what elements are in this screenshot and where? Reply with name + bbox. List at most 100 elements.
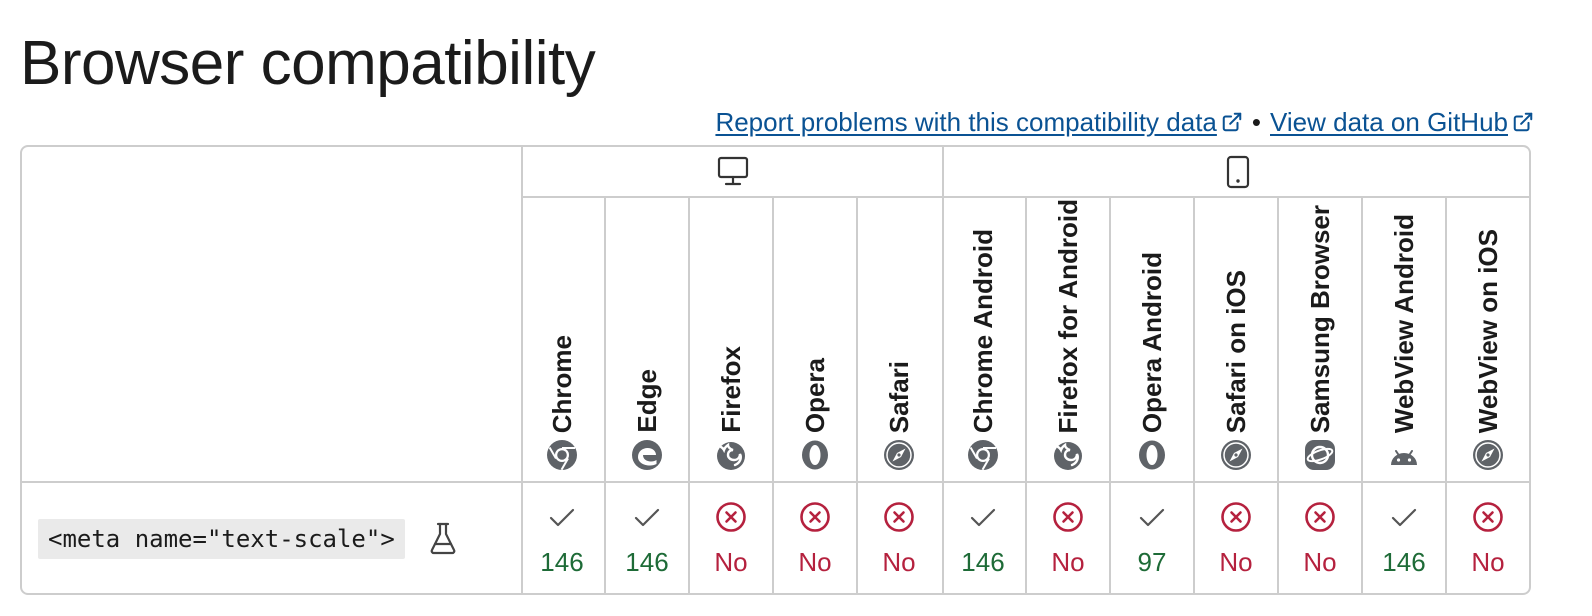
firefox-icon [1052, 439, 1084, 471]
feature-cell: <meta name="text-scale"> [22, 483, 521, 593]
divider [942, 147, 944, 593]
firefox-icon [715, 439, 747, 471]
browser-name: Firefox [716, 346, 746, 433]
browser-name: WebView Android [1389, 213, 1419, 433]
support-cell[interactable]: No [858, 483, 940, 593]
divider [856, 198, 858, 593]
support-value: No [1219, 547, 1253, 577]
divider [604, 198, 606, 593]
divider [1109, 198, 1111, 593]
support-cell[interactable]: No [1447, 483, 1529, 593]
cross-circle-icon [799, 501, 831, 533]
browser-name: Opera [800, 357, 830, 433]
view-on-github-link[interactable]: View data on GitHub [1270, 107, 1534, 137]
report-problems-link[interactable]: Report problems with this compatibility … [715, 107, 1242, 137]
divider [1193, 198, 1195, 593]
support-cell[interactable]: 146 [942, 483, 1024, 593]
safari-icon [883, 439, 915, 471]
support-value: No [798, 547, 832, 577]
external-link-icon [1222, 112, 1242, 132]
support-cell[interactable]: No [1195, 483, 1277, 593]
browser-header-firefox: Firefox [690, 198, 772, 481]
check-icon [1388, 501, 1420, 533]
browser-name: Chrome Android [968, 228, 998, 433]
support-value: 146 [540, 547, 584, 577]
feature-code[interactable]: <meta name="text-scale"> [38, 519, 405, 559]
samsung-internet-icon [1304, 439, 1336, 471]
browser-header-firefox-for-android: Firefox for Android [1027, 198, 1109, 481]
browser-header-samsung-browser: Samsung Browser [1279, 198, 1361, 481]
divider [521, 196, 1529, 198]
compat-table: Chrome Edge Firefox Opera Safari Chrome Andro… [20, 145, 1531, 595]
browser-header-chrome-android: Chrome Android [942, 198, 1024, 481]
support-value: No [714, 547, 748, 577]
links-separator: • [1251, 107, 1261, 137]
android-icon [1388, 439, 1420, 471]
support-value: 146 [961, 547, 1005, 577]
view-on-github-label: View data on GitHub [1270, 107, 1508, 137]
chrome-icon [967, 439, 999, 471]
support-cell[interactable]: No [1027, 483, 1109, 593]
divider [1277, 198, 1279, 593]
browser-name: WebView on iOS [1473, 228, 1503, 433]
report-problems-label: Report problems with this compatibility … [715, 107, 1217, 137]
cross-circle-icon [1220, 501, 1252, 533]
opera-icon [1136, 439, 1168, 471]
check-icon [1136, 501, 1168, 533]
support-value: 146 [1382, 547, 1426, 577]
cross-circle-icon [883, 501, 915, 533]
safari-icon [1220, 439, 1252, 471]
browser-header-opera: Opera [774, 198, 856, 481]
divider [772, 198, 774, 593]
support-value: No [1471, 547, 1505, 577]
cross-circle-icon [1052, 501, 1084, 533]
divider [1361, 198, 1363, 593]
browser-name: Firefox for Android [1053, 198, 1083, 433]
support-value: 97 [1137, 547, 1167, 577]
support-cell[interactable]: 97 [1111, 483, 1193, 593]
browser-header-webview-on-ios: WebView on iOS [1447, 198, 1529, 481]
support-value: No [882, 547, 916, 577]
support-value: No [1303, 547, 1337, 577]
browser-header-safari: Safari [858, 198, 940, 481]
browser-header-safari-on-ios: Safari on iOS [1195, 198, 1277, 481]
divider [1445, 198, 1447, 593]
external-link-icon [1513, 112, 1533, 132]
divider [688, 198, 690, 593]
support-cell[interactable]: No [774, 483, 856, 593]
compat-links: Report problems with this compatibility … [715, 104, 1534, 140]
browser-header-webview-android: WebView Android [1363, 198, 1445, 481]
mobile-phone-icon [1226, 155, 1250, 189]
check-icon [546, 501, 578, 533]
support-cell[interactable]: 146 [521, 483, 603, 593]
browser-name: Edge [632, 369, 662, 433]
divider [1025, 198, 1027, 593]
safari-icon [1472, 439, 1504, 471]
support-cell[interactable]: 146 [606, 483, 688, 593]
check-icon [631, 501, 663, 533]
browser-name: Safari on iOS [1221, 269, 1251, 433]
support-cell[interactable]: 146 [1363, 483, 1445, 593]
support-value: No [1051, 547, 1085, 577]
browser-name: Samsung Browser [1305, 204, 1335, 433]
support-cell[interactable]: No [690, 483, 772, 593]
browser-name: Opera Android [1137, 251, 1167, 433]
cross-circle-icon [1472, 501, 1504, 533]
browser-header-opera-android: Opera Android [1111, 198, 1193, 481]
flask-icon[interactable] [428, 521, 458, 555]
divider [521, 147, 523, 593]
support-value: 146 [625, 547, 669, 577]
cross-circle-icon [1304, 501, 1336, 533]
check-icon [967, 501, 999, 533]
browser-header-edge: Edge [606, 198, 688, 481]
page-title: Browser compatibility [20, 29, 596, 98]
cross-circle-icon [715, 501, 747, 533]
support-cell[interactable]: No [1279, 483, 1361, 593]
browser-header-chrome: Chrome [521, 198, 603, 481]
chrome-icon [546, 439, 578, 471]
opera-icon [799, 439, 831, 471]
divider [22, 481, 1529, 483]
browser-name: Chrome [547, 334, 577, 433]
desktop-monitor-icon [717, 156, 749, 186]
browser-name: Safari [884, 360, 914, 433]
